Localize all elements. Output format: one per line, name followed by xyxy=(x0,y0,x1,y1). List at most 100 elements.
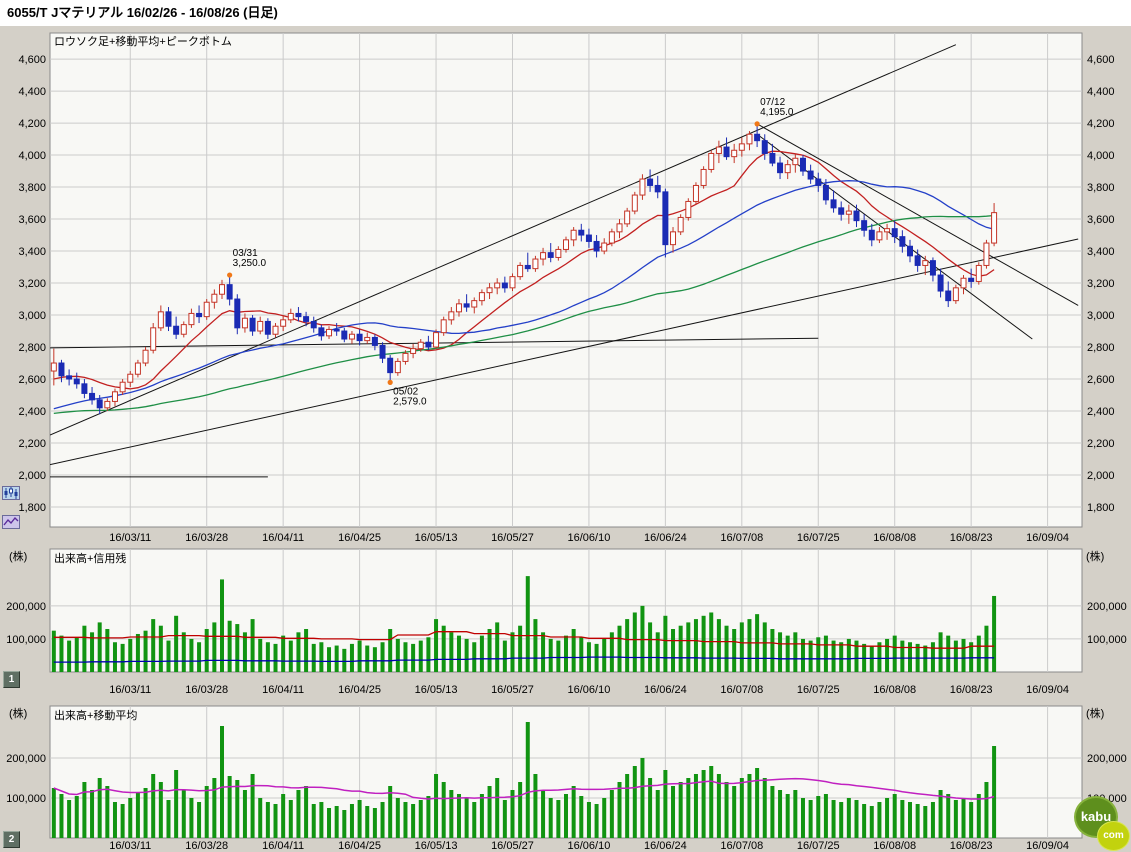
y-axis-label: 2,600 xyxy=(1087,374,1115,386)
y-axis-label: 4,000 xyxy=(1087,150,1115,162)
volume-bar xyxy=(625,774,630,838)
volume-bar xyxy=(724,782,729,838)
candle-body xyxy=(608,231,615,244)
candle-body xyxy=(540,252,547,260)
y-axis-label: 4,200 xyxy=(18,118,46,130)
x-axis-label: 16/04/11 xyxy=(262,684,304,696)
volume-bar xyxy=(686,778,691,838)
volume1-unit-left: (株) xyxy=(9,551,28,563)
page-title: 6055/T Jマテリアル 16/02/26 - 16/08/26 (日足) xyxy=(0,0,1131,26)
volume-bar xyxy=(663,615,668,672)
volume-bar xyxy=(388,629,393,672)
x-axis-label: 16/07/25 xyxy=(797,532,840,544)
candle-body xyxy=(738,143,745,151)
volume-bar xyxy=(487,629,492,672)
y-axis-label: 4,400 xyxy=(18,86,46,98)
candle-body xyxy=(333,328,340,332)
volume-bar xyxy=(403,642,408,672)
candle-body xyxy=(326,328,333,337)
trendline xyxy=(50,238,1079,466)
candle-body xyxy=(769,152,776,164)
volume-bar xyxy=(327,647,332,672)
volume-bar xyxy=(342,810,347,838)
candle-body xyxy=(371,336,378,346)
candle-body xyxy=(838,207,845,215)
candle-body xyxy=(555,248,562,258)
volume-bar xyxy=(67,800,72,838)
volume-bar xyxy=(831,640,836,672)
volume-bar xyxy=(923,645,928,672)
volume-bar xyxy=(51,630,56,672)
candle-body xyxy=(455,303,462,313)
volume-bar xyxy=(189,798,194,838)
volume-bar xyxy=(953,800,958,838)
margin-balance-blue-line xyxy=(53,656,995,663)
candle-body xyxy=(754,133,761,142)
candle-body xyxy=(494,282,501,289)
volume-bar xyxy=(296,632,301,672)
volume-bar xyxy=(762,622,767,672)
x-axis-label: 16/06/24 xyxy=(644,684,687,696)
volume-bar xyxy=(242,632,247,672)
volume-bar xyxy=(456,635,461,672)
y-axis-label: 200,000 xyxy=(6,601,46,613)
y-axis-label: 2,600 xyxy=(18,374,46,386)
volume-bar xyxy=(273,643,278,672)
candle-body xyxy=(127,373,134,383)
volume1-panel-label: 出来高+信用残 xyxy=(54,553,127,565)
candle-body xyxy=(647,178,654,186)
candle-body xyxy=(165,311,172,327)
ma-line xyxy=(53,150,995,390)
x-axis-label: 16/05/13 xyxy=(415,840,458,852)
volume-bar xyxy=(235,624,240,672)
x-axis-label: 16/05/27 xyxy=(491,840,534,852)
volume-bar xyxy=(258,638,263,672)
x-axis-label: 16/03/28 xyxy=(185,684,228,696)
volume-bar xyxy=(349,804,354,838)
ma-line xyxy=(53,180,995,410)
volume-bar xyxy=(105,786,110,838)
panel-2-badge[interactable]: 2 xyxy=(3,831,20,848)
volume-bar xyxy=(617,782,622,838)
main-data-layer: 03/313,250.0 05/022,579.0 07/124,195.0 xyxy=(50,44,1079,478)
volume1-unit-right: (株) xyxy=(1086,551,1105,563)
volume-bar xyxy=(816,637,821,672)
indicator-tool-icon[interactable] xyxy=(2,515,20,529)
volume-bar xyxy=(793,632,798,672)
volume-bar xyxy=(479,794,484,838)
volume-bar xyxy=(380,802,385,838)
candle-body xyxy=(173,325,180,335)
volume-bar xyxy=(311,643,316,672)
candle-body xyxy=(677,216,684,233)
volume-bar xyxy=(686,622,691,672)
x-axis-label: 16/08/08 xyxy=(873,684,916,696)
volume-bar xyxy=(586,802,591,838)
volume-bar xyxy=(220,726,224,838)
mini-line-glyph xyxy=(3,516,19,526)
y-axis-label: 1,800 xyxy=(1087,502,1115,514)
y-axis-label: 2,000 xyxy=(1087,470,1115,482)
volume-bar xyxy=(969,802,974,838)
y-axis-label: 200,000 xyxy=(6,753,46,765)
volume-bar xyxy=(105,629,110,672)
plot-background[interactable] xyxy=(49,32,1083,528)
volume-bar xyxy=(678,625,683,672)
volume-bar xyxy=(502,800,507,838)
panel-1-badge[interactable]: 1 xyxy=(3,671,20,688)
volume-bar xyxy=(327,808,332,838)
candle-body xyxy=(662,191,669,246)
candle-body xyxy=(692,184,699,202)
volume-bar xyxy=(908,642,912,672)
volume-bar xyxy=(992,595,997,672)
volume-bar xyxy=(632,612,637,672)
volume-bar xyxy=(533,619,538,672)
volume-bar xyxy=(97,622,102,672)
candle-chart-tool-icon[interactable] xyxy=(2,486,20,500)
candle-body xyxy=(708,152,715,170)
volume-bar xyxy=(158,625,163,672)
volume-bar xyxy=(823,635,828,672)
candle-body xyxy=(196,312,203,318)
volume-bar xyxy=(197,642,202,672)
volume-bar xyxy=(411,804,416,838)
